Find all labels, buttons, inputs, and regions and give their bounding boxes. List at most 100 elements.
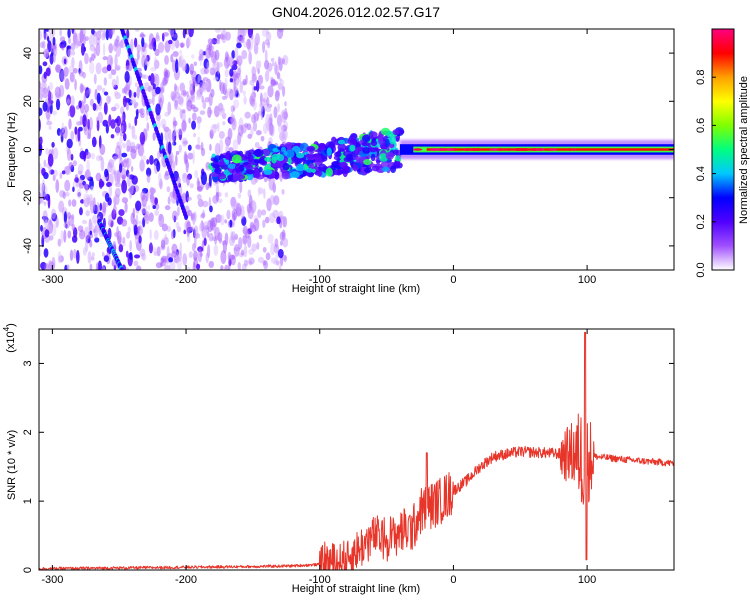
- spectrum-scatter-point: [182, 172, 188, 184]
- noise-band-point: [392, 129, 400, 136]
- spectrum-scatter-point: [118, 244, 124, 253]
- spectrum-scatter-point: [181, 91, 187, 96]
- spectrum-scatter-point: [149, 154, 154, 165]
- spectrum-scatter-point: [63, 211, 68, 224]
- spectrum-scatter-point: [128, 122, 131, 129]
- y-tick-label: 20: [22, 95, 34, 107]
- spectrum-scatter-point: [277, 29, 285, 33]
- spectrum-scatter-point: [66, 148, 72, 161]
- colorbar-tick-label: 0.2: [695, 214, 707, 229]
- spectrum-scatter-point: [64, 179, 71, 192]
- spectrum-scatter-point: [188, 117, 191, 124]
- spectrum-scatter-point: [60, 229, 64, 244]
- spectrum-scatter-point: [142, 149, 145, 154]
- spectrum-scatter-point: [233, 247, 240, 252]
- spectrum-scatter-point: [241, 49, 248, 60]
- spectrum-scatter-point: [68, 161, 74, 170]
- noise-band-point: [317, 169, 322, 177]
- spectrum-scatter-point: [247, 133, 253, 139]
- spectrum-scatter-point: [214, 49, 220, 61]
- noise-band-point: [227, 163, 237, 169]
- spectrum-scatter-point: [192, 112, 197, 121]
- spectrum-scatter-point: [228, 147, 234, 152]
- spectrum-scatter-point: [68, 37, 71, 45]
- spectrum-scatter-point: [66, 98, 71, 104]
- spectrum-scatter-point: [124, 201, 128, 213]
- spectrum-scatter-point: [148, 242, 153, 254]
- noise-band-point: [264, 156, 272, 162]
- snr-marks: [39, 331, 674, 570]
- x-tick-label: 0: [450, 274, 456, 286]
- spectrum-scatter-point: [89, 200, 95, 214]
- spectrum-scatter-point: [77, 170, 83, 176]
- spectrum-scatter-point: [219, 79, 222, 91]
- spectrum-scatter-point: [261, 29, 267, 37]
- spectrum-scatter-point: [62, 191, 66, 200]
- spectrum-scatter-point: [152, 83, 156, 90]
- spectrum-scatter-point: [206, 61, 210, 71]
- spectrum-scatter-point: [184, 224, 187, 231]
- snr-y-label: SNR (10 * v/v): [6, 430, 18, 500]
- spectrum-scatter-point: [163, 172, 170, 181]
- spectrum-scatter-point: [267, 41, 271, 49]
- spectrum-scatter-point: [88, 34, 95, 48]
- spectrum-scatter-point: [92, 102, 97, 111]
- spectrum-scatter-point: [185, 266, 191, 270]
- spectrum-scatter-point: [233, 211, 236, 222]
- spectrum-scatter-point: [122, 142, 127, 149]
- spectrum-scatter-point: [239, 81, 244, 94]
- spectrum-scatter-point: [212, 76, 219, 81]
- spectrum-scatter-point: [177, 128, 184, 135]
- spectrum-scatter-point: [39, 86, 44, 101]
- spectrum-scatter-point: [237, 132, 242, 145]
- spectrum-scatter-point: [72, 186, 75, 193]
- spectrum-scatter-point: [103, 91, 109, 96]
- spectrum-scatter-point: [47, 153, 54, 167]
- spectrum-scatter-point: [244, 111, 251, 119]
- spectrum-scatter-point: [111, 78, 117, 88]
- spectrum-scatter-point: [161, 223, 168, 232]
- spectrum-scatter-point: [96, 84, 103, 91]
- noise-band-point: [385, 138, 390, 148]
- spectrum-scatter-point: [72, 160, 77, 167]
- spectrum-scatter-point: [199, 223, 203, 232]
- spectrum-scatter-point: [197, 136, 201, 146]
- noise-band-point: [285, 149, 295, 159]
- x-tick-label: -200: [175, 274, 197, 286]
- spectrum-scatter-point: [213, 244, 219, 256]
- spectrum-scatter-point: [188, 29, 194, 38]
- spectrum-scatter-point: [39, 65, 43, 75]
- spectrum-scatter-point: [234, 46, 239, 60]
- spectrum-scatter-point: [167, 101, 172, 115]
- spectrum-scatter-point: [210, 124, 217, 135]
- spectrum-scatter-point: [182, 140, 188, 145]
- spectrum-scatter-point: [108, 185, 113, 198]
- spectrum-scatter-point: [77, 128, 81, 142]
- spectrum-scatter-point: [123, 86, 128, 94]
- spectrum-scatter-point: [89, 61, 95, 74]
- spectrum-scatter-point: [100, 157, 105, 172]
- spectrum-scatter-point: [105, 124, 109, 134]
- spectrum-scatter-point: [164, 264, 171, 270]
- spectrum-scatter-point: [93, 73, 97, 85]
- spectrum-scatter-point: [121, 152, 128, 158]
- spectrum-scatter-point: [268, 122, 274, 136]
- spectrum-scatter-point: [59, 36, 66, 43]
- colorbar-tick-label: 0.0: [695, 262, 707, 277]
- carrier-peak: [437, 148, 444, 151]
- spectrum-scatter-point: [197, 198, 204, 208]
- spectrum-scatter-point: [89, 230, 93, 236]
- spectrum-scatter-point: [45, 67, 51, 77]
- spectrum-scatter-point: [127, 172, 131, 187]
- spectrum-scatter-point: [262, 219, 266, 228]
- spectrum-scatter-point: [207, 244, 211, 258]
- spectrum-scatter-point: [172, 120, 178, 127]
- spectrum-scatter-point: [233, 99, 240, 109]
- spectrum-scatter-point: [74, 174, 78, 181]
- spectrum-scatter-point: [155, 86, 161, 95]
- spectrum-scatter-point: [90, 152, 95, 160]
- spectrum-scatter-point: [133, 260, 139, 267]
- noise-band-point: [375, 159, 381, 164]
- spectrum-scatter-point: [214, 235, 217, 245]
- spectrum-scatter-point: [164, 111, 170, 117]
